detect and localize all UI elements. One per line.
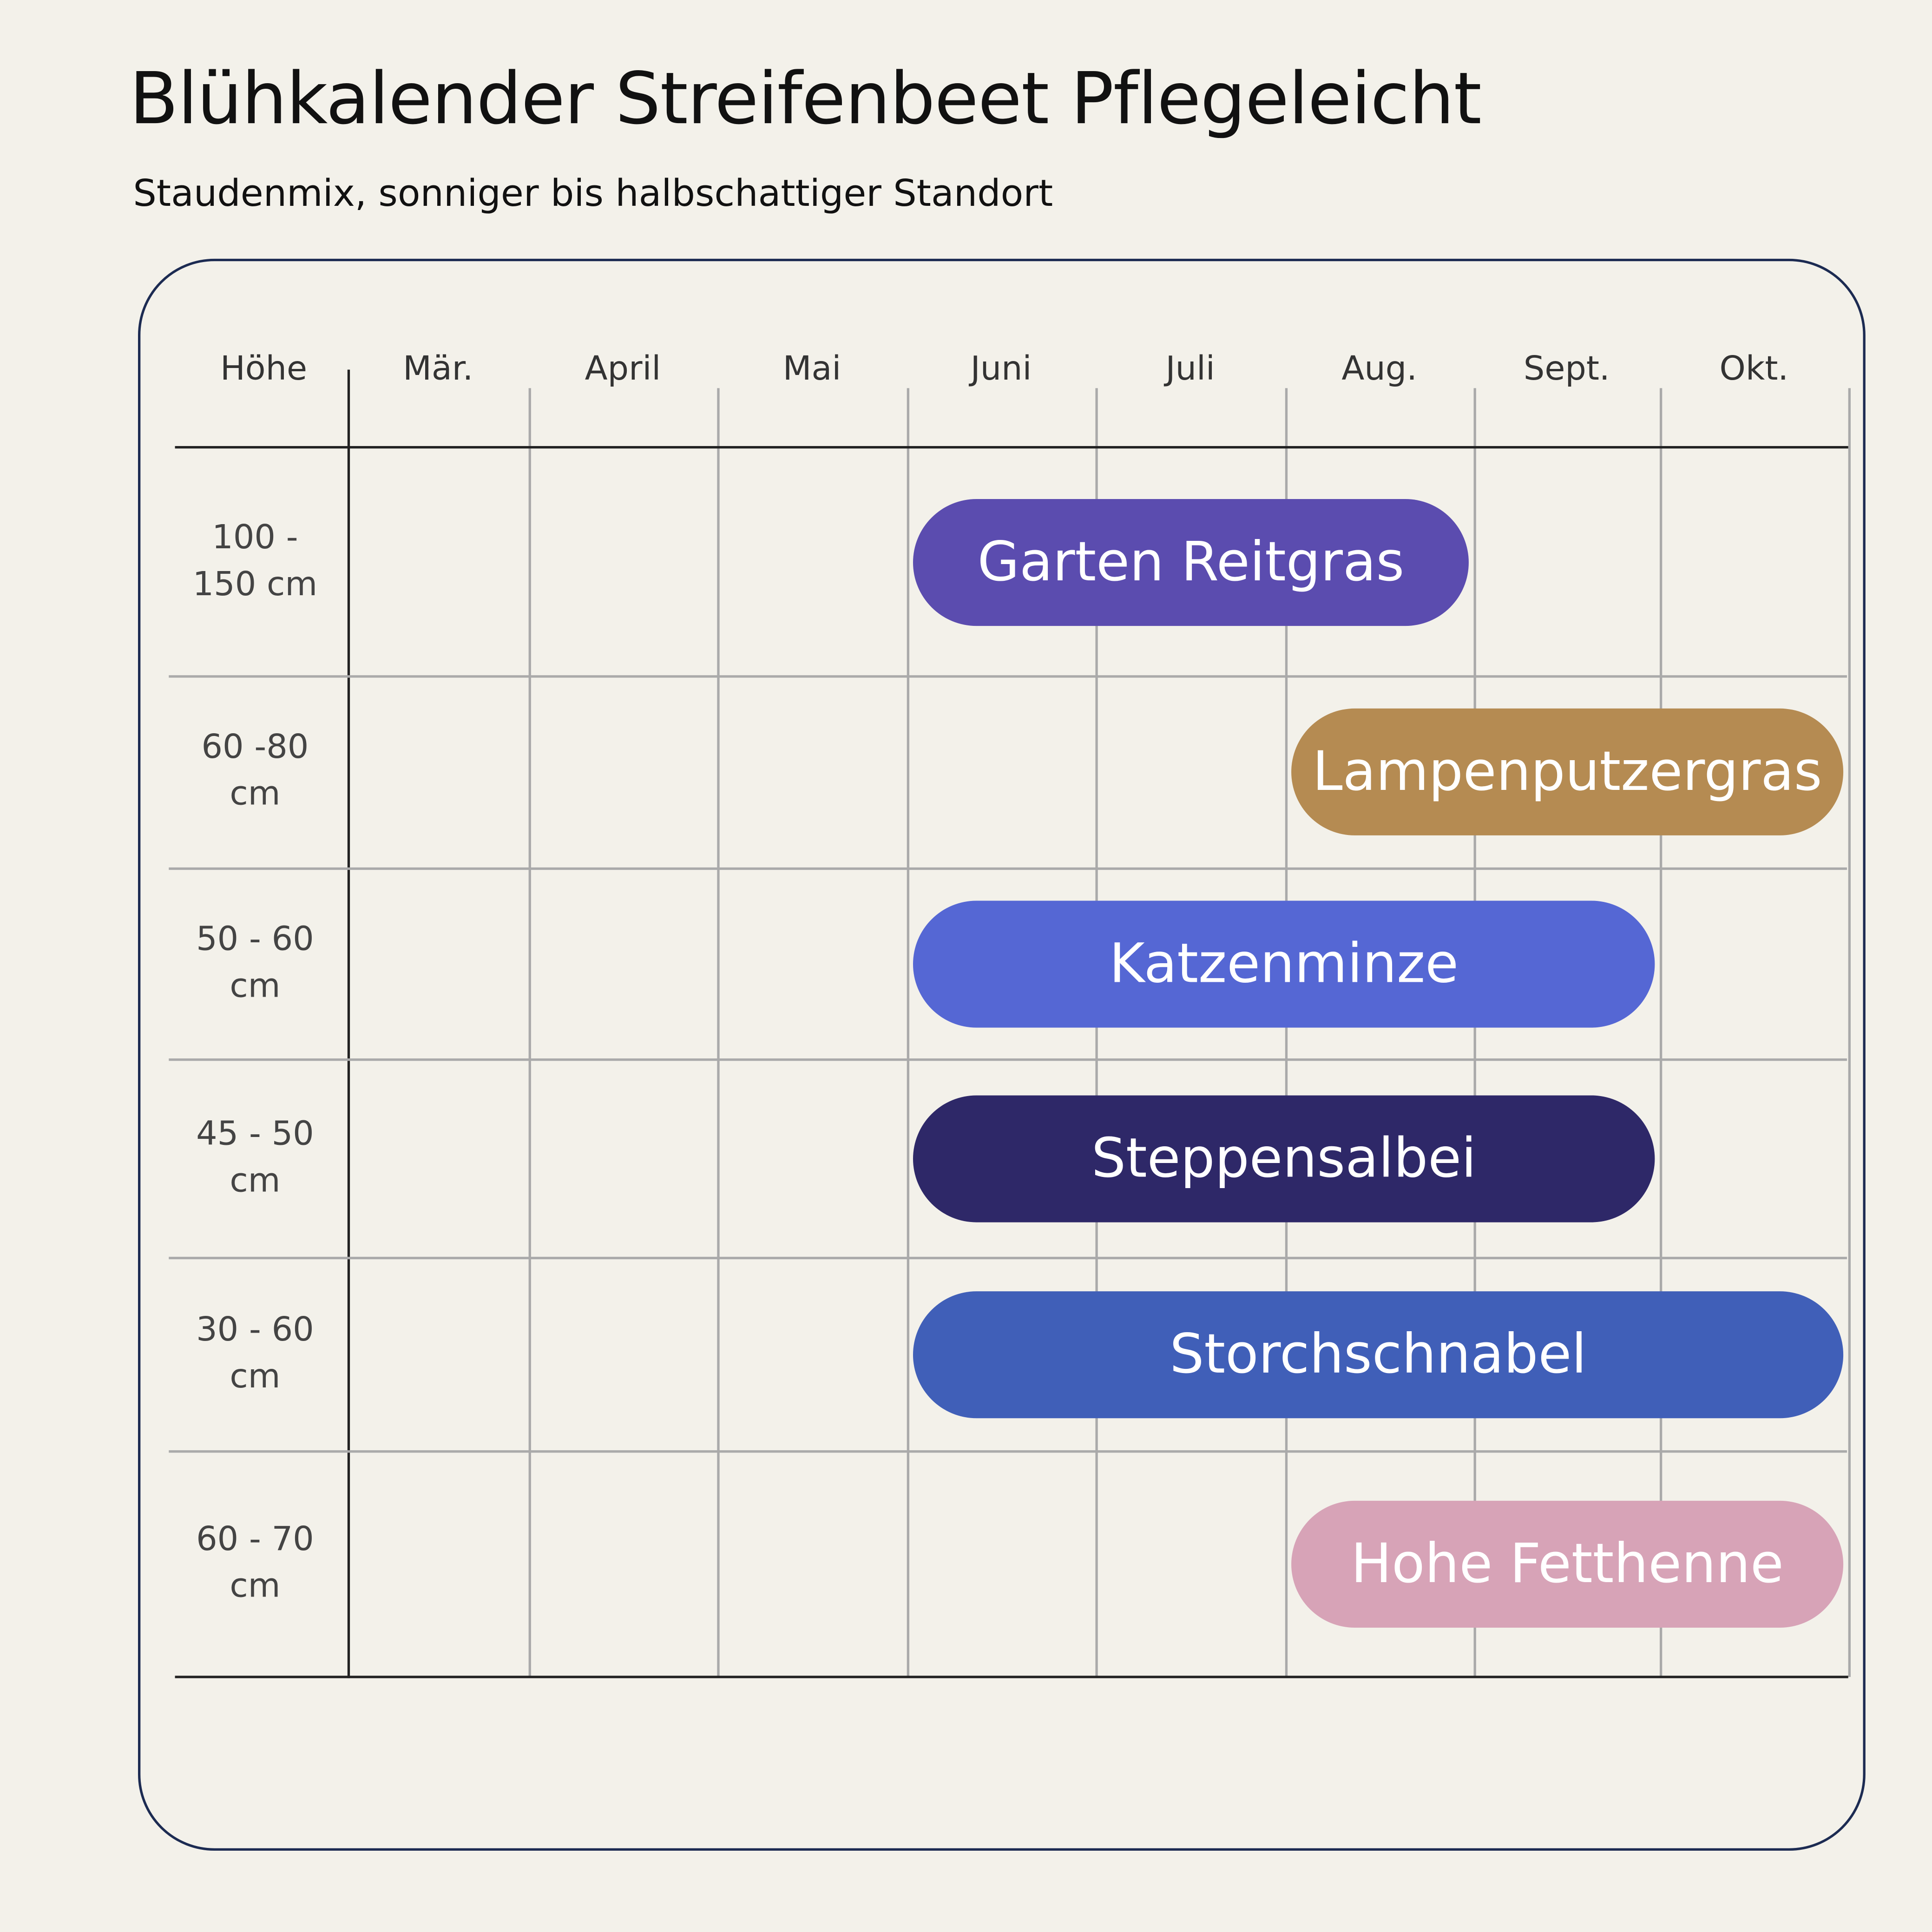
grid-line-vertical [1659,388,1663,1677]
axis-line-vertical [347,369,350,1678]
grid-line-horizontal [169,1256,1847,1260]
grid-line-horizontal [169,675,1847,678]
bloom-bar: Storchschnabel [913,1290,1844,1418]
grid-line-horizontal [169,867,1847,870]
month-label: Aug. [1341,350,1417,388]
grid-line-vertical [1473,388,1476,1677]
grid-line-horizontal [169,1450,1847,1453]
grid-line-vertical [907,388,910,1677]
page-subtitle: Staudenmix, sonniger bis halbschattiger … [133,172,1053,216]
height-column-header: Höhe [220,350,308,388]
header-axis-line [175,446,1848,449]
bloom-bar: Lampenputzergras [1291,708,1844,835]
grid-line-horizontal [169,1058,1847,1061]
bloom-bar: Katzenminze [913,900,1655,1027]
page-title: Blühkalender Streifenbeet Pflegeleicht [129,56,1481,141]
height-label: 45 - 50 cm [196,1114,314,1200]
month-label: April [585,350,661,388]
chart-card [138,258,1866,1851]
bloom-bar: Garten Reitgras [913,498,1469,625]
height-label: 30 - 60 cm [196,1310,314,1396]
month-label: Mai [782,350,841,388]
height-label: 100 - 150 cm [192,518,318,604]
bottom-axis-line [175,1676,1848,1678]
month-label: Mär. [403,350,473,388]
height-label: 60 - 70 cm [196,1520,314,1606]
grid-line-vertical [1285,388,1288,1677]
grid-line-vertical [528,388,531,1677]
month-label: Juni [970,350,1032,388]
grid-line-vertical [717,388,720,1677]
month-label: Juli [1165,350,1215,388]
grid-line-vertical [1095,388,1098,1677]
height-label: 50 - 60 cm [196,920,314,1005]
grid-line-vertical [1848,388,1851,1677]
height-label: 60 -80 cm [201,728,309,814]
month-label: Okt. [1719,350,1789,388]
bloom-bar: Hohe Fetthenne [1291,1500,1844,1628]
bloom-bar: Steppensalbei [913,1095,1655,1222]
month-label: Sept. [1523,350,1610,388]
